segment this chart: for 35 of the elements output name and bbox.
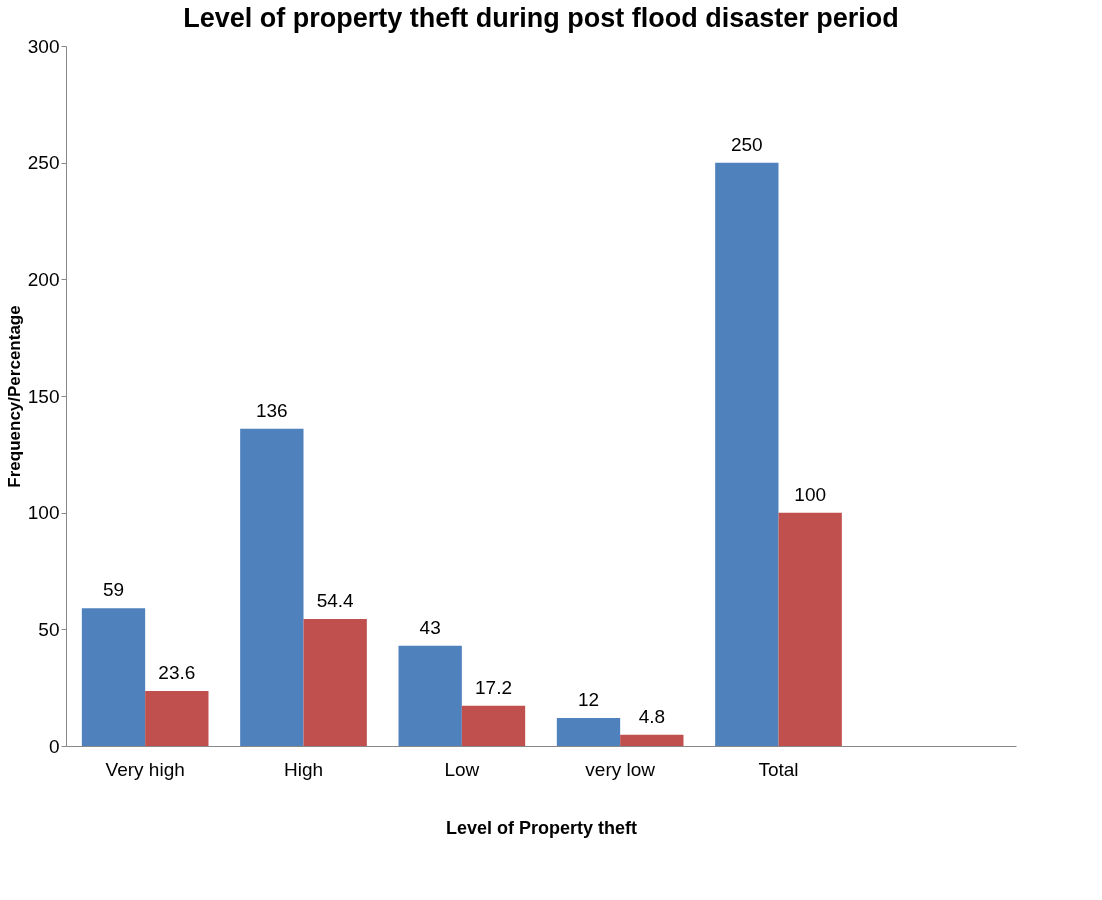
y-tick-label: 100 — [27, 502, 60, 524]
chart-title: Level of property theft during post flood disaster period — [183, 3, 899, 33]
x-tick-label: Low — [444, 758, 480, 780]
x-tick-label: High — [283, 758, 324, 780]
bar — [145, 690, 209, 746]
data-label: 12 — [577, 689, 600, 710]
y-tick-label: 150 — [27, 385, 60, 407]
bar — [556, 718, 621, 746]
data-label: 4.8 — [638, 705, 666, 727]
bar — [240, 428, 304, 746]
y-tick-label: 200 — [27, 268, 60, 290]
data-label: 59 — [102, 579, 125, 601]
bar — [461, 705, 526, 746]
data-label: 54.4 — [316, 590, 355, 612]
x-axis-title: Level of Property theft — [445, 817, 638, 838]
data-label: 250 — [730, 133, 763, 155]
bar — [620, 734, 684, 746]
y-tick-label: 50 — [38, 618, 60, 640]
x-tick-label: very low — [585, 758, 656, 780]
data-label: 17.2 — [475, 676, 512, 698]
data-label: 136 — [255, 399, 288, 421]
bar — [303, 619, 367, 746]
data-label: 43 — [419, 616, 441, 638]
x-tick-label: Total — [758, 758, 799, 780]
bar — [81, 608, 146, 746]
x-tick-label: Very high — [105, 758, 185, 780]
bar — [715, 162, 779, 746]
y-axis-title: Frequency/Percentage — [4, 305, 24, 488]
bar — [398, 645, 462, 746]
y-tick-label: 300 — [27, 35, 60, 57]
data-label: 23.6 — [158, 661, 196, 683]
y-tick-label: 250 — [27, 152, 60, 174]
bar — [778, 512, 842, 746]
y-tick-label: 0 — [48, 735, 60, 757]
data-label: 100 — [794, 483, 827, 505]
